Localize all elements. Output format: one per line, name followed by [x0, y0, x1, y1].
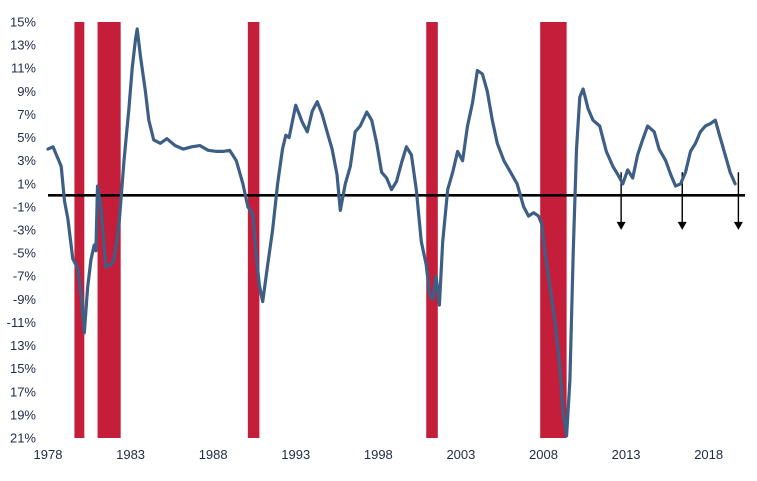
- x-tick-label: 1993: [281, 447, 310, 462]
- y-tick-label: -3%: [13, 223, 37, 238]
- x-tick-label: 1978: [34, 447, 63, 462]
- y-tick-label: 9%: [17, 84, 36, 99]
- y-axis: 15% 13% 11% 9% 7% 5% 3% 1% -1% -3% -5% -7% -9% -11% 13…: [7, 15, 37, 446]
- y-tick-label: 7%: [17, 107, 36, 122]
- y-tick-label: -7%: [13, 269, 37, 284]
- y-tick-label: 11%: [11, 61, 36, 76]
- recession-band-1: [74, 22, 85, 438]
- x-axis: 1978 1983 1988 1993 1998 2003 2008 2013 2018: [34, 447, 724, 462]
- down-arrow-3: [733, 172, 743, 230]
- y-tick-label: 19%: [10, 407, 36, 422]
- x-tick-label: 2003: [446, 447, 475, 462]
- x-tick-label: 2013: [612, 447, 641, 462]
- recession-band-5: [540, 22, 567, 438]
- y-tick-label: 21%: [10, 431, 36, 446]
- recession-band-4: [426, 22, 438, 438]
- y-tick-label: 15%: [10, 361, 36, 376]
- y-tick-label: 5%: [17, 130, 36, 145]
- series-line: [46, 27, 737, 438]
- x-tick-label: 1988: [199, 447, 228, 462]
- y-tick-label: 13%: [10, 38, 36, 53]
- x-tick-label: 1983: [116, 447, 145, 462]
- y-tick-label: -5%: [13, 246, 37, 261]
- y-tick-label: 1%: [17, 176, 36, 191]
- y-tick-label: 3%: [17, 153, 36, 168]
- y-tick-label: -9%: [13, 292, 37, 307]
- annotation-arrows: [616, 172, 743, 230]
- x-tick-label: 2018: [694, 447, 723, 462]
- y-tick-label: -1%: [13, 199, 37, 214]
- y-tick-label: -11%: [7, 315, 37, 330]
- recession-bands: [74, 22, 567, 438]
- y-tick-label: 15%: [10, 15, 36, 30]
- y-tick-label: 13%: [10, 338, 36, 353]
- x-tick-label: 2008: [529, 447, 558, 462]
- y-tick-label: 17%: [10, 384, 36, 399]
- recession-band-2: [97, 22, 121, 438]
- x-tick-label: 1998: [364, 447, 393, 462]
